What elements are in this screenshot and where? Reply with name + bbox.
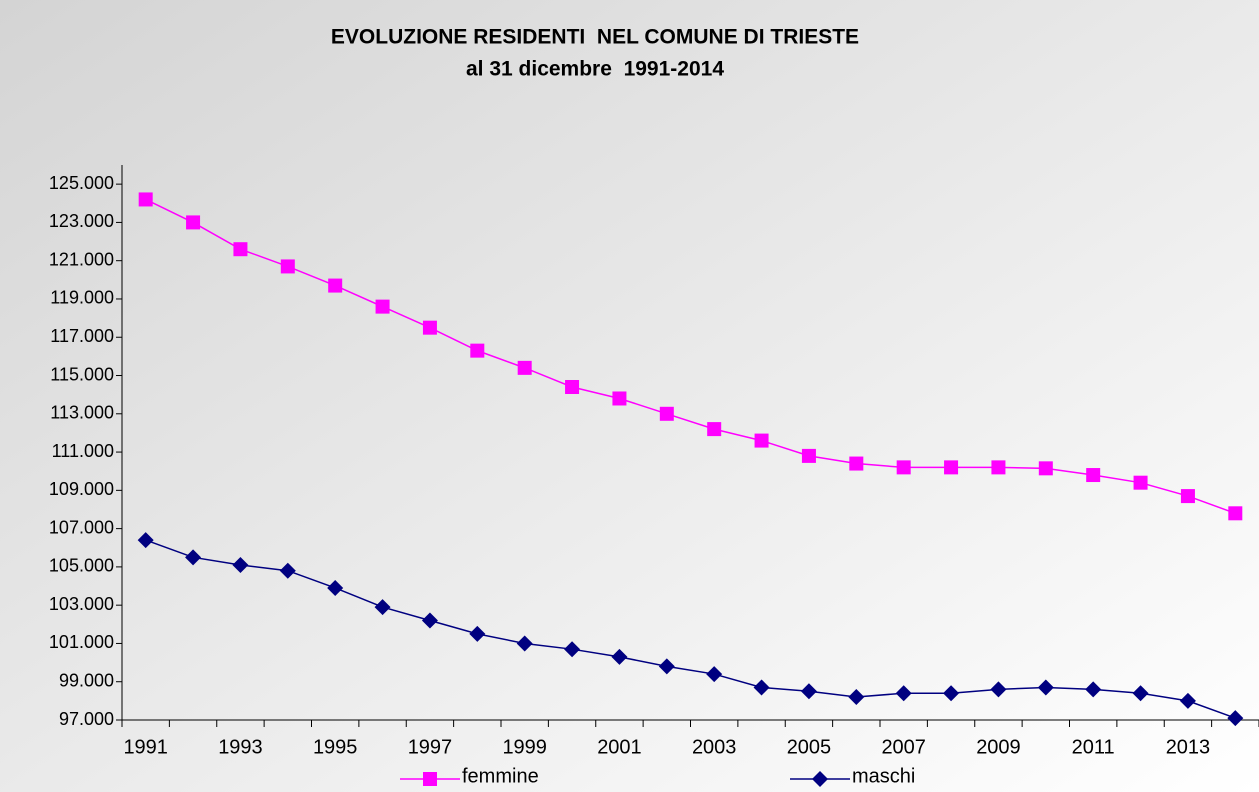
marker — [611, 648, 628, 665]
y-tick-label: 121.000 — [49, 249, 114, 269]
marker — [564, 641, 581, 658]
marker — [801, 448, 816, 463]
legend-label: femmine — [462, 765, 539, 787]
marker — [753, 679, 770, 696]
marker — [138, 192, 153, 207]
y-tick-label: 107.000 — [49, 517, 114, 537]
y-tick-label: 105.000 — [49, 556, 114, 576]
marker — [421, 612, 438, 629]
y-tick-label: 115.000 — [50, 364, 114, 384]
y-tick-label: 101.000 — [49, 632, 114, 652]
x-tick-label: 2005 — [787, 736, 832, 758]
marker — [1037, 679, 1054, 696]
x-tick-label: 1997 — [408, 736, 453, 758]
marker — [375, 299, 390, 314]
x-tick-label: 2011 — [1072, 736, 1115, 758]
marker — [423, 772, 437, 786]
marker — [565, 380, 580, 394]
marker — [470, 343, 485, 358]
marker — [374, 599, 391, 616]
marker — [185, 549, 202, 566]
series-line — [145, 198, 1236, 515]
y-tick-label: 111.000 — [52, 441, 114, 461]
marker — [1085, 681, 1102, 698]
marker — [659, 406, 674, 421]
y-tick-label: 103.000 — [49, 594, 114, 614]
marker — [422, 320, 437, 335]
marker — [896, 460, 911, 475]
marker — [186, 215, 201, 230]
y-tick-label: 117.000 — [50, 326, 114, 346]
marker — [895, 685, 912, 702]
y-tick-label: 109.000 — [49, 479, 114, 499]
marker — [658, 658, 675, 675]
marker — [1227, 710, 1244, 727]
legend-label: maschi — [852, 765, 915, 787]
marker — [232, 556, 249, 573]
marker — [517, 360, 532, 375]
marker — [233, 242, 248, 257]
marker — [1132, 685, 1149, 702]
x-tick-label: 2007 — [881, 736, 926, 758]
marker — [991, 460, 1006, 475]
y-tick-label: 125.000 — [49, 173, 114, 193]
x-tick-label: 1993 — [218, 736, 263, 758]
marker — [328, 278, 343, 293]
x-tick-label: 2001 — [597, 736, 642, 758]
marker — [1133, 475, 1148, 490]
y-tick-label: 99.000 — [59, 670, 114, 690]
marker — [944, 460, 959, 475]
marker — [280, 259, 295, 274]
marker — [800, 683, 817, 700]
marker — [943, 685, 960, 702]
marker — [1180, 489, 1195, 504]
marker — [706, 666, 723, 683]
marker — [1179, 692, 1196, 709]
x-tick-label: 1991 — [123, 736, 168, 758]
series-line — [145, 539, 1236, 719]
x-tick-label: 2013 — [1166, 736, 1211, 758]
x-tick-label: 2009 — [976, 736, 1021, 758]
marker — [137, 532, 154, 549]
marker — [849, 456, 864, 471]
marker — [707, 422, 722, 437]
marker — [848, 689, 865, 706]
x-tick-label: 1999 — [502, 736, 547, 758]
chart-title: EVOLUZIONE RESIDENTI NEL COMUNE DI TRIES… — [331, 26, 859, 49]
marker — [516, 635, 533, 652]
x-tick-label: 1995 — [313, 736, 358, 758]
chart-subtitle: al 31 dicembre 1991-2014 — [466, 58, 724, 81]
y-tick-label: 123.000 — [49, 211, 114, 231]
marker — [812, 771, 828, 787]
y-tick-label: 97.000 — [59, 709, 114, 729]
x-tick-label: 2003 — [692, 736, 737, 758]
marker — [1086, 468, 1101, 483]
marker — [612, 391, 627, 406]
marker — [279, 562, 296, 579]
marker — [1038, 461, 1053, 476]
marker — [469, 625, 486, 642]
marker — [1228, 506, 1243, 521]
y-tick-label: 113.000 — [50, 403, 114, 423]
marker — [327, 579, 344, 596]
marker — [754, 433, 769, 448]
marker — [990, 681, 1007, 698]
y-tick-label: 119.000 — [50, 288, 114, 308]
